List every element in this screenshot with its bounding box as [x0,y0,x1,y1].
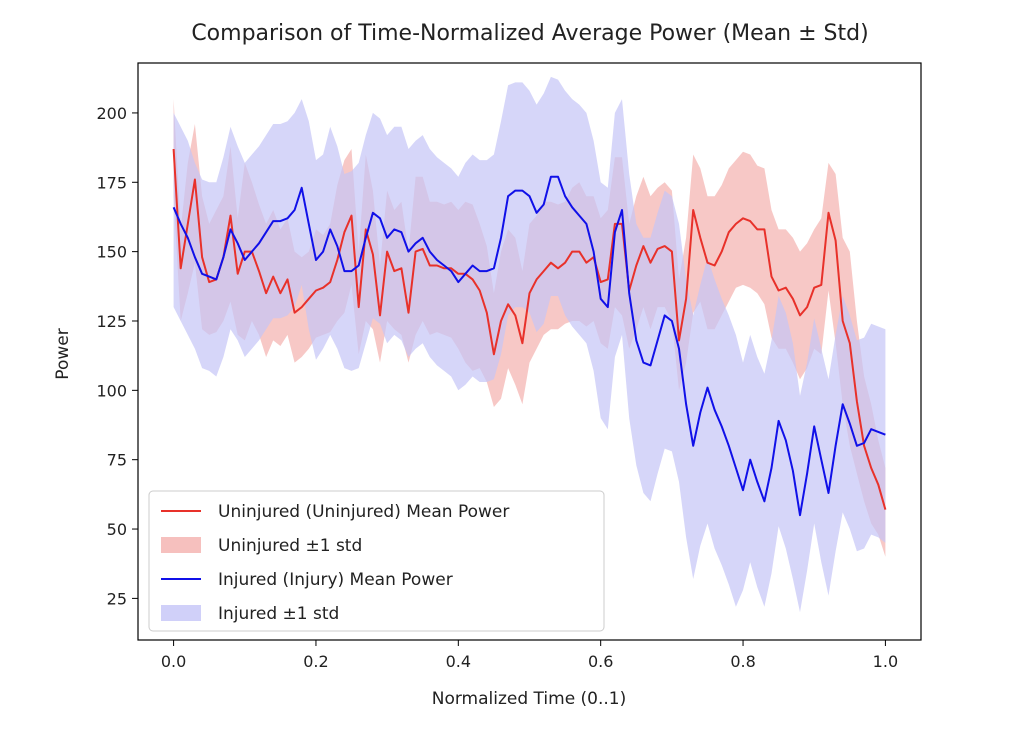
mean-lines-layer [172,148,887,517]
chart-title: Comparison of Time-Normalized Average Po… [191,21,868,46]
x-axis-ticks: 0.0 0.2 0.4 0.6 0.8 1.0 [161,640,898,671]
legend-box [148,490,605,632]
y-tick-label: 25 [107,589,127,608]
legend-label-uninjured-mean: Uninjured (Uninjured) Mean Power [218,502,509,522]
y-tick-label: 125 [96,312,127,331]
y-tick-label: 175 [96,173,127,192]
y-tick-label: 150 [96,243,127,262]
x-axis-title: Normalized Time (0..1) [432,689,627,709]
x-tick-label: 0.8 [730,652,755,671]
x-tick-label: 0.4 [446,652,471,671]
y-tick-label: 75 [107,451,127,470]
y-tick-label: 50 [107,520,127,539]
x-tick-label: 0.2 [303,652,328,671]
y-tick-label: 100 [96,381,127,400]
y-tick-label: 200 [96,104,127,123]
y-axis-title: Power [53,328,73,379]
uninjured-mean-line [172,148,887,510]
x-tick-label: 0.6 [588,652,613,671]
plot-frame [137,62,922,641]
std-bands-layer [173,76,886,613]
injured-std-band [173,76,886,613]
legend-swatch-uninjured-band [161,537,201,553]
y-axis-ticks: 25 50 75 100 125 150 175 200 [96,104,138,608]
injured-mean-line [172,175,886,517]
legend-label-uninjured-band: Uninjured ±1 std [218,536,362,556]
x-tick-label: 1.0 [873,652,898,671]
legend-label-injured-band: Injured ±1 std [218,604,339,624]
legend: Uninjured (Uninjured) Mean Power Uninjure… [148,490,605,632]
x-tick-label: 0.0 [161,652,186,671]
legend-swatch-injured-band [161,605,201,621]
legend-label-injured-mean: Injured (Injury) Mean Power [218,570,453,590]
